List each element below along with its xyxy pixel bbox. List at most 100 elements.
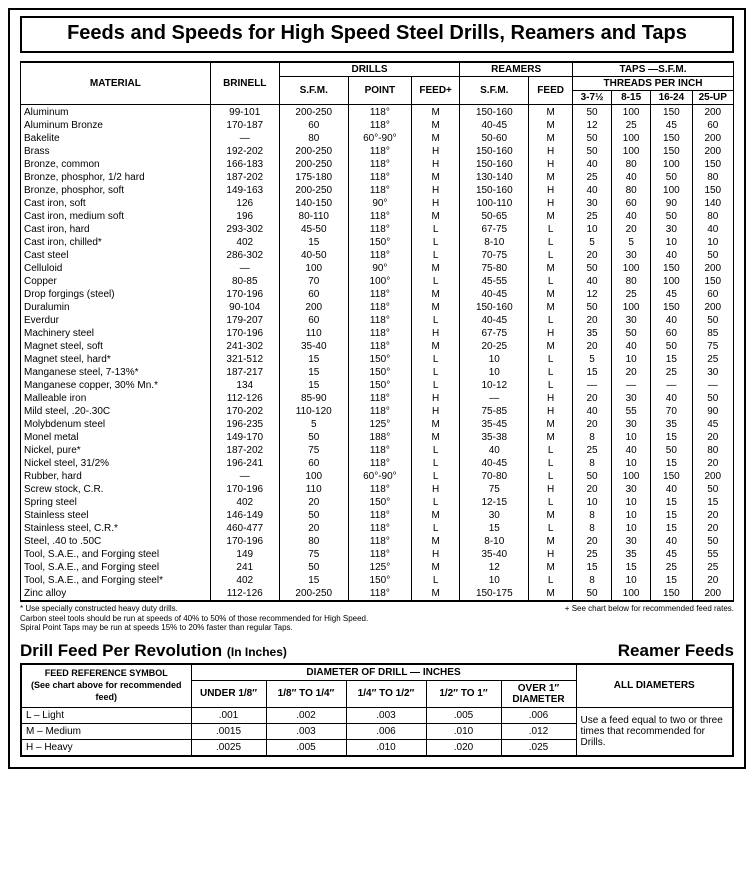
data-cell: 10-12	[460, 379, 529, 392]
data-cell: M	[529, 171, 573, 184]
data-cell: 60	[279, 119, 348, 132]
data-cell: L	[412, 522, 460, 535]
feed-all-head: ALL DIAMETERS	[576, 664, 733, 708]
data-cell: 50	[279, 431, 348, 444]
h-tpi: THREADS PER INCH	[572, 77, 733, 91]
data-cell: 60	[279, 314, 348, 327]
data-cell: 110	[279, 327, 348, 340]
data-cell: 10	[612, 509, 651, 522]
table-row: Aluminum Bronze170-18760118°M40-45M12254…	[21, 119, 734, 132]
data-cell: 25	[692, 353, 733, 366]
data-cell: 200	[692, 587, 733, 601]
data-cell: —	[210, 262, 279, 275]
feed-row: L – Light.001.002.003.005.006Use a feed …	[21, 707, 733, 723]
data-cell: L	[412, 366, 460, 379]
table-row: Nickel steel, 31/2%196-24160118°L40-45L8…	[21, 457, 734, 470]
data-cell: 20	[692, 457, 733, 470]
data-cell: 200	[692, 132, 733, 145]
material-cell: Steel, .40 to .50C	[21, 535, 211, 548]
material-cell: Aluminum Bronze	[21, 119, 211, 132]
data-cell: 200	[279, 301, 348, 314]
data-cell: 40-45	[460, 288, 529, 301]
data-cell: —	[692, 379, 733, 392]
data-cell: M	[412, 132, 460, 145]
data-cell: H	[529, 483, 573, 496]
data-cell: 100	[279, 470, 348, 483]
data-cell: 150	[651, 145, 692, 158]
data-cell: H	[529, 327, 573, 340]
data-cell: 30	[460, 509, 529, 522]
material-cell: Malleable iron	[21, 392, 211, 405]
footnote-line: * Use specially constructed heavy duty d…	[20, 604, 555, 614]
data-cell: 10	[612, 431, 651, 444]
table-row: Drop forgings (steel)170-19660118°M40-45…	[21, 288, 734, 301]
data-cell: 100	[612, 262, 651, 275]
data-cell: 15	[651, 353, 692, 366]
h-t3: 16-24	[651, 91, 692, 105]
table-row: Cast iron, medium soft19680-110118°M50-6…	[21, 210, 734, 223]
data-cell: 45-55	[460, 275, 529, 288]
data-cell: 50	[692, 392, 733, 405]
data-cell: 60	[279, 457, 348, 470]
data-cell: 118°	[348, 340, 411, 353]
data-cell: 75	[279, 548, 348, 561]
table-row: Spring steel40220150°L12-15L10101515	[21, 496, 734, 509]
data-cell: H	[412, 184, 460, 197]
data-cell: 5	[572, 353, 611, 366]
data-cell: 60	[692, 119, 733, 132]
footnotes-left: * Use specially constructed heavy duty d…	[20, 604, 555, 633]
data-cell: 118°	[348, 105, 411, 120]
material-cell: Stainless steel, C.R.*	[21, 522, 211, 535]
data-cell: 60°-90°	[348, 132, 411, 145]
data-cell: 8	[572, 574, 611, 587]
table-row: Stainless steel, C.R.*460-47720118°L15L8…	[21, 522, 734, 535]
material-cell: Celluloid	[21, 262, 211, 275]
data-cell: 25	[572, 548, 611, 561]
data-cell: 35-40	[279, 340, 348, 353]
table-row: Rubber, hard—10060°-90°L70-80L5010015020…	[21, 470, 734, 483]
data-cell: L	[529, 379, 573, 392]
data-cell: 25	[572, 444, 611, 457]
data-cell: 80	[692, 210, 733, 223]
data-cell: —	[651, 379, 692, 392]
data-cell: 60°-90°	[348, 470, 411, 483]
data-cell: 5	[612, 236, 651, 249]
data-cell: M	[529, 340, 573, 353]
data-cell: 20	[692, 574, 733, 587]
material-cell: Molybdenum steel	[21, 418, 211, 431]
data-cell: 118°	[348, 145, 411, 158]
data-cell: 118°	[348, 392, 411, 405]
data-cell: 40-45	[460, 119, 529, 132]
data-cell: L	[529, 496, 573, 509]
feed-val-cell: .010	[346, 739, 426, 756]
data-cell: 50	[279, 509, 348, 522]
drill-feed-sub: (In Inches)	[227, 645, 287, 659]
data-cell: 460-477	[210, 522, 279, 535]
feed-col-head: 1/2″ TO 1″	[426, 680, 501, 707]
data-cell: 118°	[348, 444, 411, 457]
data-cell: 175-180	[279, 171, 348, 184]
data-cell: 20	[572, 535, 611, 548]
data-cell: 150°	[348, 496, 411, 509]
data-cell: 100	[612, 470, 651, 483]
data-cell: 40	[651, 314, 692, 327]
data-cell: 99-101	[210, 105, 279, 120]
data-cell: L	[529, 249, 573, 262]
data-cell: 118°	[348, 288, 411, 301]
data-cell: 150-160	[460, 301, 529, 314]
data-cell: 30	[612, 392, 651, 405]
drill-feed-heading: Drill Feed Per Revolution (In Inches)	[20, 641, 287, 661]
material-cell: Nickel steel, 31/2%	[21, 457, 211, 470]
data-cell: 100	[651, 275, 692, 288]
data-cell: 80	[692, 171, 733, 184]
material-cell: Magnet steel, hard*	[21, 353, 211, 366]
data-cell: 40	[572, 405, 611, 418]
material-cell: Rubber, hard	[21, 470, 211, 483]
h-brinell: BRINELL	[210, 62, 279, 105]
data-cell: 40	[651, 249, 692, 262]
data-cell: 150°	[348, 379, 411, 392]
feed-body: L – Light.001.002.003.005.006Use a feed …	[21, 707, 733, 756]
data-cell: 20	[572, 249, 611, 262]
data-cell: 50	[572, 587, 611, 601]
data-cell: 85	[692, 327, 733, 340]
